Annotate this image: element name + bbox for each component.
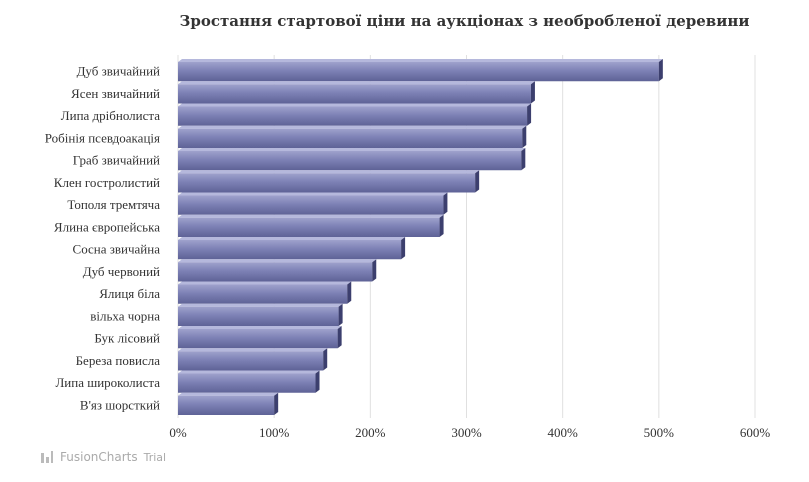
x-tick-label: 0% bbox=[169, 425, 187, 440]
bar-front-face bbox=[178, 84, 531, 104]
x-tick-label: 500% bbox=[644, 425, 675, 440]
bar-front-face bbox=[178, 173, 476, 193]
category-label: Липа широколиста bbox=[55, 375, 160, 390]
bar[interactable] bbox=[178, 81, 535, 104]
bar-top-face bbox=[178, 59, 663, 62]
bar-front-face bbox=[178, 284, 348, 304]
category-label: Ясен звичайний bbox=[71, 86, 160, 101]
bar-front-face bbox=[178, 62, 659, 82]
bar-front-face bbox=[178, 262, 373, 282]
bar-top-face bbox=[178, 348, 328, 352]
bar-side-face bbox=[530, 81, 535, 104]
bar-side-face bbox=[522, 125, 527, 148]
category-label: Сосна звичайна bbox=[73, 242, 161, 257]
bar-front-face bbox=[178, 329, 338, 349]
bar-side-face bbox=[658, 59, 663, 82]
bar-top-face bbox=[178, 192, 448, 196]
bar-top-face bbox=[178, 370, 320, 374]
bar-front-face bbox=[178, 195, 444, 215]
bar[interactable] bbox=[178, 259, 377, 282]
bar[interactable] bbox=[178, 370, 320, 393]
bar-top-face bbox=[178, 303, 343, 307]
bar-side-face bbox=[347, 281, 352, 304]
bar-side-face bbox=[337, 326, 342, 349]
category-label: Дуб звичайний bbox=[77, 64, 160, 79]
bar-top-face bbox=[178, 81, 535, 85]
x-tick-label: 300% bbox=[451, 425, 482, 440]
bar-front-face bbox=[178, 395, 275, 415]
bar-side-face bbox=[274, 392, 279, 415]
bar-top-face bbox=[178, 214, 444, 218]
bar-top-face bbox=[178, 103, 532, 107]
bar-top-face bbox=[178, 281, 352, 285]
category-label: Ялиця біла bbox=[99, 286, 160, 301]
category-label: Ялина європейська bbox=[54, 219, 160, 234]
category-label: Тополя тремтяча bbox=[67, 197, 160, 212]
category-label: Граб звичайний bbox=[73, 153, 160, 168]
category-label: Бук лісовий bbox=[94, 331, 160, 346]
bar[interactable] bbox=[178, 281, 352, 304]
category-label: Береза повисла bbox=[76, 353, 161, 368]
bar[interactable] bbox=[178, 103, 532, 126]
category-label: вільха чорна bbox=[90, 308, 160, 323]
bar-side-face bbox=[521, 148, 526, 171]
bar[interactable] bbox=[178, 125, 527, 148]
bar[interactable] bbox=[178, 237, 406, 260]
bar-front-face bbox=[178, 240, 402, 260]
fusioncharts-watermark: FusionCharts Trial bbox=[40, 450, 166, 464]
bar-front-face bbox=[178, 306, 339, 326]
bar[interactable] bbox=[178, 303, 343, 326]
bar-top-face bbox=[178, 237, 406, 240]
brand-suffix: Trial bbox=[143, 450, 167, 464]
bar-side-face bbox=[315, 370, 320, 393]
chart-title: Зростання стартової ціни на аукціонах з … bbox=[179, 12, 750, 30]
bar[interactable] bbox=[178, 392, 279, 415]
bar[interactable] bbox=[178, 214, 444, 237]
bar-front-face bbox=[178, 128, 523, 148]
category-label: В'яз шорсткий bbox=[80, 397, 160, 412]
bar-front-face bbox=[178, 373, 316, 393]
bar-top-face bbox=[178, 125, 527, 129]
brand-name: FusionCharts bbox=[60, 450, 138, 464]
fusioncharts-logo-icon bbox=[41, 451, 53, 463]
bar-side-face bbox=[527, 103, 532, 126]
bar[interactable] bbox=[178, 348, 328, 371]
bar[interactable] bbox=[178, 326, 342, 349]
bar-front-face bbox=[178, 151, 522, 171]
bar-side-face bbox=[401, 237, 406, 260]
category-label: Дуб червоний bbox=[83, 264, 160, 279]
x-tick-label: 400% bbox=[547, 425, 578, 440]
x-tick-label: 200% bbox=[355, 425, 386, 440]
bar-top-face bbox=[178, 170, 480, 174]
bar[interactable] bbox=[178, 148, 526, 171]
bar-side-face bbox=[475, 170, 480, 193]
category-label: Клен гостролистий bbox=[54, 175, 160, 190]
bar-top-face bbox=[178, 259, 377, 263]
bar-side-face bbox=[443, 192, 448, 215]
bar-front-face bbox=[178, 351, 324, 371]
bar-side-face bbox=[323, 348, 328, 371]
bar-top-face bbox=[178, 148, 526, 151]
x-tick-label: 100% bbox=[259, 425, 290, 440]
bar-top-face bbox=[178, 326, 342, 329]
category-label: Липа дрібнолиста bbox=[61, 108, 160, 123]
bar-top-face bbox=[178, 392, 279, 396]
bar-front-face bbox=[178, 217, 440, 237]
bar-front-face bbox=[178, 106, 528, 126]
bar[interactable] bbox=[178, 192, 448, 215]
bar[interactable] bbox=[178, 59, 663, 82]
x-tick-label: 600% bbox=[740, 425, 771, 440]
category-label: Робінія псевдоакація bbox=[45, 130, 160, 145]
bar-side-face bbox=[372, 259, 377, 282]
bar-side-face bbox=[338, 303, 343, 326]
bar[interactable] bbox=[178, 170, 480, 193]
bar-side-face bbox=[439, 214, 444, 237]
